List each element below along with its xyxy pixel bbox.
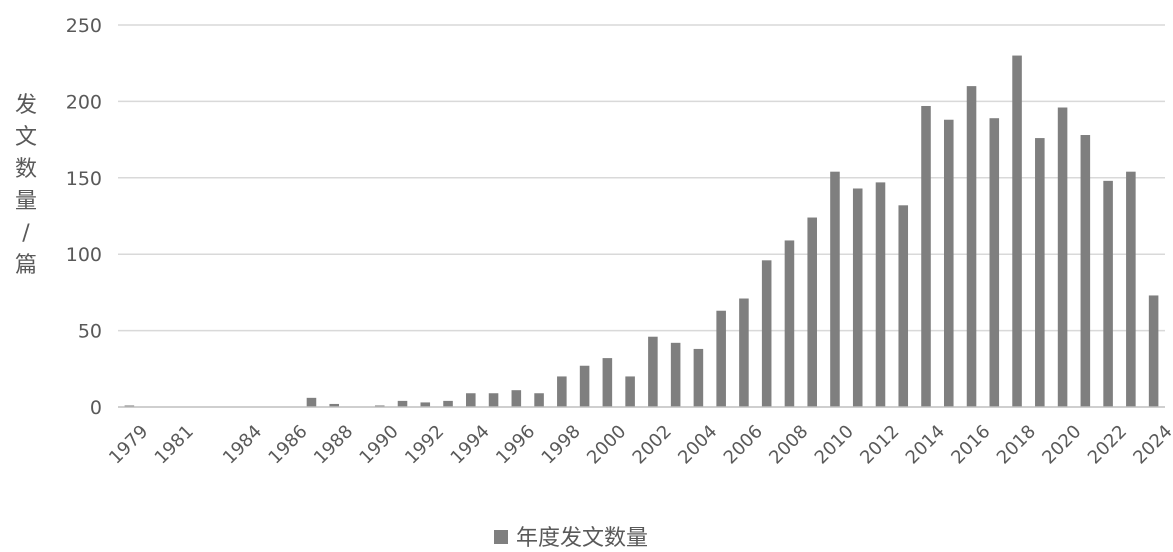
y-tick-label: 250	[66, 15, 102, 37]
bar	[511, 390, 522, 407]
y-tick-label: 0	[90, 397, 102, 419]
bar	[374, 405, 385, 407]
bars	[124, 55, 1159, 408]
bar	[830, 171, 840, 407]
x-tick-label: 1984	[219, 421, 266, 468]
bar	[557, 376, 567, 407]
bar	[943, 119, 954, 408]
bar	[989, 118, 1000, 407]
x-tick-label: 2018	[993, 421, 1040, 468]
bar	[443, 400, 453, 407]
y-axis-ticks: 0 50 100 150 200 250	[66, 15, 102, 419]
bar	[898, 205, 909, 407]
bar	[602, 358, 613, 407]
bar	[648, 336, 658, 407]
y-axis-label-char: 发	[15, 93, 37, 118]
gridlines	[118, 24, 1165, 332]
x-tick-label: 2008	[765, 421, 812, 468]
y-axis-label-char: /	[22, 221, 30, 246]
bar	[852, 188, 863, 407]
legend-label: 年度发文数量	[516, 526, 648, 551]
bar	[1148, 295, 1159, 407]
x-tick-label: 2016	[947, 421, 994, 468]
bar	[1057, 107, 1068, 408]
bar	[1080, 135, 1091, 408]
bar	[397, 400, 408, 407]
bar	[306, 397, 317, 407]
x-tick-label: 1981	[151, 421, 198, 468]
x-tick-label: 2000	[583, 421, 630, 468]
x-tick-label: 1988	[310, 421, 357, 468]
bar	[807, 217, 817, 407]
y-axis-label: 发文数量 / 篇	[15, 93, 37, 278]
x-tick-label: 2020	[1038, 421, 1085, 468]
y-tick-label: 50	[78, 321, 102, 343]
legend: 年度发文数量	[494, 526, 648, 551]
x-tick-label: 1979	[105, 421, 152, 468]
x-tick-label: 1992	[401, 421, 448, 468]
bar	[784, 240, 795, 407]
x-tick-label: 1996	[492, 421, 539, 468]
bar	[1012, 55, 1022, 408]
x-tick-label: 2014	[902, 421, 949, 468]
bar	[579, 365, 590, 407]
bar	[670, 342, 681, 407]
x-tick-label: 2006	[720, 421, 767, 468]
bar	[534, 393, 544, 407]
bar	[1103, 180, 1113, 407]
y-axis-label-char: 篇	[15, 253, 37, 278]
y-tick-label: 100	[66, 244, 102, 266]
bar	[466, 393, 476, 407]
bar	[329, 403, 340, 407]
x-tick-label: 1998	[538, 421, 585, 468]
bar	[966, 86, 977, 408]
bar	[625, 376, 635, 407]
bar	[921, 105, 931, 407]
x-tick-label: 1994	[447, 421, 494, 468]
x-tick-label: 2004	[674, 421, 721, 468]
x-tick-label: 2024	[1129, 421, 1173, 468]
y-axis-label-char: 数	[15, 157, 37, 182]
bar	[716, 310, 726, 407]
x-tick-label: 2010	[811, 421, 858, 468]
bar	[693, 348, 704, 407]
y-tick-label: 200	[66, 91, 102, 113]
legend-swatch	[494, 530, 508, 544]
y-axis-label-char: 量	[15, 189, 37, 214]
y-tick-label: 150	[66, 168, 102, 190]
x-tick-label: 1990	[355, 421, 402, 468]
bar	[739, 298, 749, 407]
bar	[420, 402, 431, 407]
x-tick-label: 1986	[264, 421, 311, 468]
x-tick-label: 2022	[1084, 421, 1131, 468]
bar	[761, 260, 772, 407]
x-tick-label: 2012	[856, 421, 903, 468]
bar	[1035, 138, 1045, 407]
y-axis-label-char: 文	[15, 125, 37, 150]
x-tick-label: 2002	[629, 421, 676, 468]
bar	[124, 405, 135, 407]
bar	[488, 393, 499, 407]
bar	[875, 182, 886, 407]
bar	[1126, 171, 1136, 407]
